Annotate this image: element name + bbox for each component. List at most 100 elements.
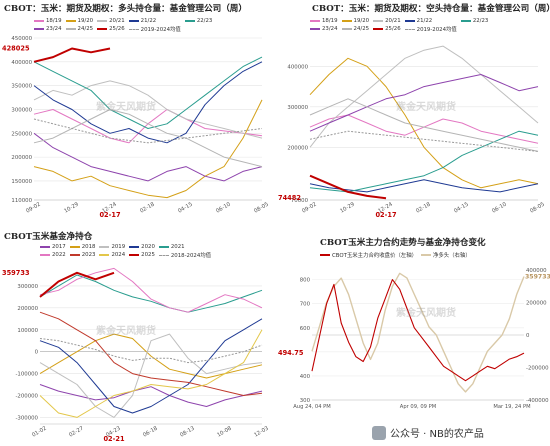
series-line — [309, 130, 539, 152]
legend-item: 18/19 — [34, 18, 62, 24]
price-vs-net-chart: CBOT玉米主力合约走势与基金净持仓变化 300400500600700800-… — [276, 224, 550, 420]
legend-swatch — [404, 28, 415, 30]
legend-swatch — [65, 20, 76, 22]
y-left-tick-label: 300 — [300, 398, 311, 404]
legend-label: 21/22 — [140, 18, 157, 24]
y-tick-label: 150000 — [11, 179, 32, 185]
current-date-label: 02-21 — [103, 435, 125, 443]
legend-label: 2021 — [170, 244, 185, 250]
x-tick-label: 10-29 — [339, 201, 356, 214]
legend-swatch — [373, 28, 384, 30]
legend-item: 2019 — [99, 244, 125, 250]
chart-title: CBOT玉米基金净持仓 — [4, 232, 93, 242]
current-date-label: 02-17 — [99, 211, 121, 219]
series-line — [33, 99, 263, 199]
y-tick-label: 400000 — [287, 64, 308, 70]
series-line — [39, 274, 263, 313]
series-line — [309, 45, 539, 148]
legend-label: CBOT玉米主力合约收盘价（左轴） — [332, 253, 417, 259]
legend-swatch — [404, 20, 415, 22]
legend-swatch — [373, 20, 384, 22]
series-line — [309, 174, 387, 200]
y-tick-label: 300000 — [17, 284, 38, 290]
y-tick-label: -300000 — [15, 415, 38, 421]
series-line — [33, 47, 111, 63]
legend-swatch — [34, 28, 44, 30]
long-positions-plot: 110000 150000 200000 250000 300000 350000 4000… — [2, 36, 270, 219]
legend-item: 2025 — [129, 251, 155, 259]
legend-swatch — [420, 254, 431, 256]
y-tick-label: 0 — [35, 350, 39, 356]
y-tick-label: 250000 — [11, 131, 32, 137]
y-right-tick-label: 400000 — [526, 268, 547, 274]
legend-item: 23/24 — [34, 25, 62, 33]
chart-title: CBOT：玉米：期货及期权：多头持仓量：基金管理公司（周） — [4, 4, 247, 14]
legend-swatch — [320, 254, 330, 256]
x-tick-label: 06-10 — [491, 201, 508, 214]
legend-label: 23/24 — [322, 26, 338, 32]
short-positions-chart: CBOT：玉米：期货及期权：空头持仓量：基金管理公司（周） 70000 20000… — [276, 0, 550, 222]
y-tick-label: 300000 — [11, 107, 32, 113]
legend-swatch — [460, 20, 471, 22]
price-callout-bg — [277, 348, 310, 358]
legend-item: 2023 — [69, 251, 96, 259]
legend-label: 19/20 — [353, 18, 370, 24]
x-tick-label: 04-15 — [453, 202, 470, 215]
series-line — [39, 318, 263, 414]
legend-swatch — [128, 28, 139, 30]
legend-item: 22/23 — [184, 18, 212, 24]
legend-label: 20/21 — [385, 18, 401, 24]
legend-label: 2023 — [81, 252, 96, 258]
y-right-tick-label: 200000 — [526, 301, 547, 307]
legend-label: 19/20 — [77, 18, 94, 24]
x-tick-label: 02-27 — [68, 426, 85, 439]
legend-label: 24/25 — [353, 26, 370, 32]
y-left-tick-label: 700 — [300, 302, 311, 308]
legend-item: 22/23 — [460, 18, 488, 24]
net-positions-plot: -300000 -200000 -100000 0 100000 200000 300000… — [2, 267, 270, 443]
series-line — [39, 329, 263, 418]
legend-item: 2024 — [99, 251, 125, 259]
chart-legend: 18/19 19/20 20/21 21/22 22/23 23/24 24/25 25/26… — [34, 18, 212, 33]
legend-swatch — [40, 246, 50, 248]
chart-legend: 2017 2018 2019 2020 2021 2022 2023 2024 2025 2018… — [40, 244, 211, 259]
y-right-tick-label: -400000 — [526, 398, 549, 404]
x-tick-label: 10-29 — [63, 201, 80, 214]
legend-item: 2018-2024均值 — [158, 251, 212, 259]
legend-swatch — [310, 20, 320, 22]
legend-swatch — [97, 20, 108, 22]
y-tick-label: -100000 — [15, 372, 38, 378]
legend-item: 净多头（右轴） — [420, 251, 471, 259]
legend-label: 2025 — [141, 252, 155, 258]
series-line — [39, 384, 263, 407]
series-line — [33, 80, 263, 139]
x-tick-label: 02-18 — [139, 201, 156, 214]
legend-item: 19/20 — [65, 18, 94, 24]
legend-swatch — [341, 28, 352, 30]
legend-swatch — [69, 246, 80, 248]
current-date-label: 02-17 — [375, 211, 397, 219]
legend-item: 2019-2024均值 — [404, 25, 457, 33]
y-tick-label: 450000 — [11, 36, 32, 42]
legend-item: 2022 — [40, 251, 66, 259]
legend-item: 24/25 — [65, 25, 93, 33]
legend-swatch — [310, 28, 320, 30]
y-left-tick-label: 600 — [300, 326, 311, 332]
x-tick-label: 10-08 — [216, 425, 233, 438]
watermark: 紫金天风期货 — [396, 102, 456, 113]
current-price-label: 494.75 — [278, 349, 304, 357]
x-tick-label: Aug 24, 04 PM — [293, 404, 331, 410]
y-tick-label: 200000 — [11, 155, 32, 161]
series-line — [33, 132, 263, 182]
series-line — [309, 74, 539, 132]
legend-item: 2018 — [69, 244, 95, 250]
legend-label: 20/21 — [109, 18, 125, 24]
legend-label: 2018-2024均值 — [170, 253, 212, 259]
legend-label: 2022 — [52, 252, 66, 258]
legend-item: CBOT玉米主力合约收盘价（左轴） — [320, 251, 417, 259]
legend-swatch — [129, 246, 140, 248]
chart-legend: CBOT玉米主力合约收盘价（左轴） 净多头（右轴） — [320, 251, 471, 259]
chart-legend: 18/19 19/20 20/21 21/22 22/23 23/24 24/25 25/26… — [310, 18, 488, 33]
current-value-label: 359733 — [2, 269, 30, 277]
